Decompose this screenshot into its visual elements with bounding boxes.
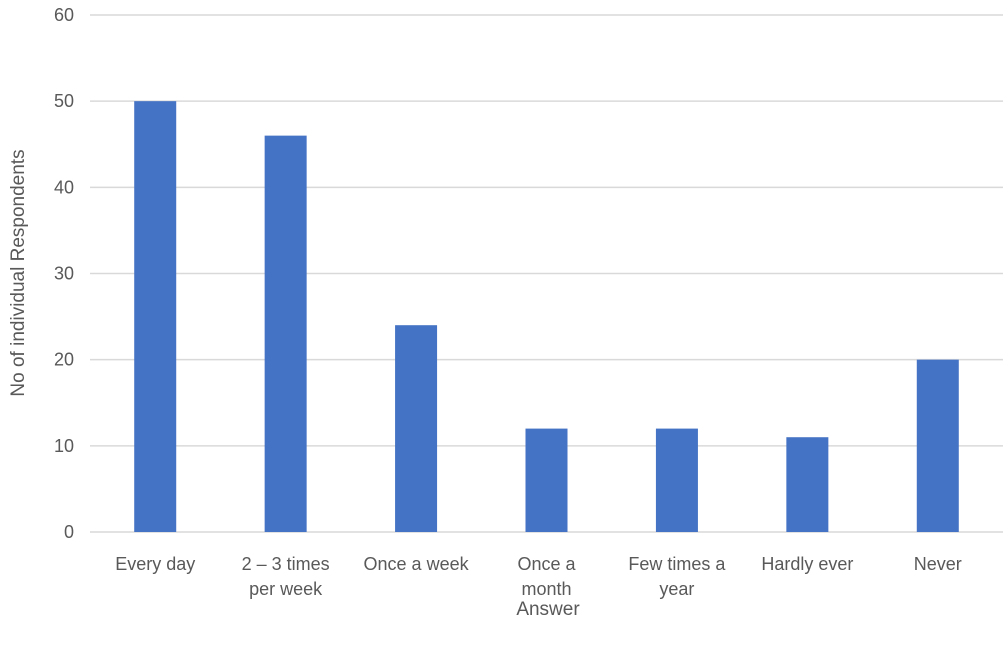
y-tick-label: 10 (54, 436, 74, 456)
y-tick-label: 40 (54, 177, 74, 197)
x-tick-label: Once a week (364, 554, 470, 574)
bar (134, 101, 177, 533)
x-tick-label-line: Few times a (628, 554, 726, 574)
x-tick-label: Never (914, 554, 962, 574)
x-tick-label-line: month (521, 579, 571, 599)
x-tick-label-line: Once a (517, 554, 576, 574)
bars (134, 101, 959, 533)
y-tick-label: 50 (54, 91, 74, 111)
x-tick-label-line: 2 – 3 times (242, 554, 330, 574)
bar (655, 428, 698, 532)
x-tick-label: Once a month (517, 554, 576, 599)
x-tick-label-line: per week (249, 579, 323, 599)
y-tick-label: 60 (54, 5, 74, 25)
bar (525, 428, 568, 532)
x-tick-label-line: year (659, 579, 694, 599)
x-tick-label: Few times a year (628, 554, 726, 599)
y-tick-label: 20 (54, 350, 74, 370)
y-axis-ticks: 0 10 20 30 40 50 60 (54, 5, 74, 542)
x-tick-label: 2 – 3 times per week (242, 554, 330, 599)
bar (916, 359, 959, 532)
x-axis-title: Answer (516, 599, 580, 620)
y-tick-label: 30 (54, 264, 74, 284)
bar (786, 437, 829, 532)
bar (264, 135, 307, 532)
x-tick-label: Every day (115, 554, 195, 574)
x-tick-label-line: Every day (115, 554, 195, 574)
x-axis-ticks: Every day 2 – 3 times per week Once a week O… (115, 554, 962, 599)
x-tick-label-line: Once a week (364, 554, 470, 574)
x-tick-label: Hardly ever (761, 554, 853, 574)
y-tick-label: 0 (64, 522, 74, 542)
x-tick-label-line: Hardly ever (761, 554, 853, 574)
bar (395, 325, 438, 532)
y-axis-title: No of individual Respondents (8, 149, 29, 396)
gridlines (90, 14, 1003, 533)
x-tick-label-line: Never (914, 554, 962, 574)
